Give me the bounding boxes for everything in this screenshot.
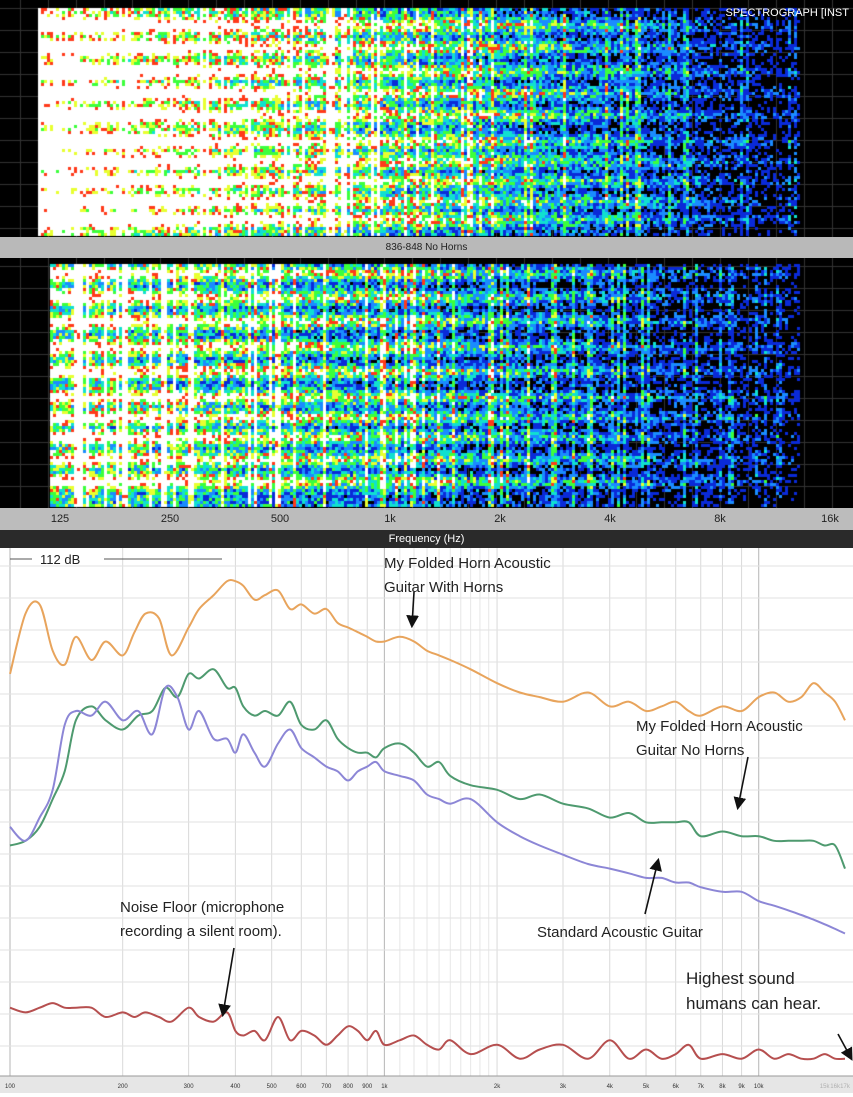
- series-line-standard: [9, 684, 846, 935]
- spectrograph-title: SPECTROGRAPH [INST: [725, 7, 849, 19]
- x-tick-label: 900: [362, 1084, 373, 1090]
- x-tick-label: 9k: [738, 1084, 745, 1090]
- frequency-response-chart: 100 200 300 400 500 600 700 800 900 1k 2k 3k 4k 5k 6k 7…: [0, 548, 853, 1093]
- frequency-axis: 125 250 500 1k 2k 4k 8k 16k: [0, 508, 853, 530]
- x-tick-label: 5k: [643, 1084, 650, 1090]
- x-axis-strip: [0, 1076, 853, 1093]
- x-tick-label: 2k: [494, 1084, 501, 1090]
- annotation-noise: Noise Floor (microphone: [120, 899, 284, 916]
- series-line-no_horns: [9, 668, 846, 869]
- spectrograph-panel: SPECTROGRAPH [INST 836-848 No Horns 125 2…: [0, 0, 853, 548]
- x-tick-label: 17k: [840, 1084, 851, 1090]
- spectrogram-divider-label: 836-848 No Horns: [0, 237, 853, 258]
- scale-label: 112 dB: [40, 552, 80, 567]
- annotation-no-horns: Guitar No Horns: [636, 742, 744, 759]
- x-tick-label: 700: [321, 1084, 332, 1090]
- x-tick-label: 600: [296, 1084, 307, 1090]
- series-line-with_horns: [9, 578, 846, 721]
- x-tick-label: 200: [118, 1084, 129, 1090]
- x-tick-label: 400: [230, 1084, 241, 1090]
- spectrogram-with-horns: [0, 0, 853, 237]
- frequency-tick-label: 250: [160, 513, 180, 525]
- annotation-arrow-with-horns: [406, 591, 419, 629]
- x-tick-label: 300: [184, 1084, 195, 1090]
- x-tick-label: 16k: [830, 1084, 841, 1090]
- x-tick-label: 500: [267, 1084, 278, 1090]
- annotation-highest: Highest sound: [686, 969, 795, 988]
- x-tick-label: 3k: [560, 1084, 567, 1090]
- frequency-tick-label: 1k: [384, 513, 396, 525]
- frequency-tick-label: 16k: [821, 513, 839, 525]
- x-tick-label: 4k: [607, 1084, 614, 1090]
- x-tick-label: 10k: [754, 1084, 765, 1090]
- x-tick-label: 6k: [673, 1084, 680, 1090]
- spectrogram-no-horns: [0, 258, 853, 508]
- annotation-no-horns: My Folded Horn Acoustic: [636, 718, 803, 735]
- annotation-arrow-standard: [644, 857, 662, 915]
- frequency-tick-label: 8k: [714, 513, 726, 525]
- frequency-tick-label: 125: [50, 513, 70, 525]
- x-tick-label: 1k: [381, 1084, 388, 1090]
- annotation-arrow-no-horns: [733, 756, 749, 811]
- x-tick-label: 15k: [820, 1084, 831, 1090]
- frequency-axis-title: Frequency (Hz): [0, 530, 853, 548]
- frequency-tick-label: 4k: [604, 513, 616, 525]
- frequency-tick-label: 500: [270, 513, 290, 525]
- annotation-highest: humans can hear.: [686, 994, 821, 1013]
- x-tick-label: 100: [5, 1084, 16, 1090]
- frequency-response-svg: 100 200 300 400 500 600 700 800 900 1k 2k 3k 4k 5k 6k 7…: [0, 548, 853, 1093]
- annotation-with-horns: My Folded Horn Acoustic: [384, 555, 551, 572]
- annotation-noise: recording a silent room).: [120, 923, 282, 940]
- chart-background: [0, 548, 853, 1093]
- x-tick-label: 800: [343, 1084, 354, 1090]
- annotation-with-horns: Guitar With Horns: [384, 579, 503, 596]
- frequency-tick-label: 2k: [494, 513, 506, 525]
- series-line-noise: [9, 1002, 846, 1061]
- annotation-standard: Standard Acoustic Guitar: [537, 924, 703, 941]
- annotation-arrow-noise: [218, 947, 235, 1018]
- annotation-arrow-highest: [837, 1033, 853, 1061]
- x-tick-label: 7k: [698, 1084, 705, 1090]
- x-tick-label: 8k: [719, 1084, 726, 1090]
